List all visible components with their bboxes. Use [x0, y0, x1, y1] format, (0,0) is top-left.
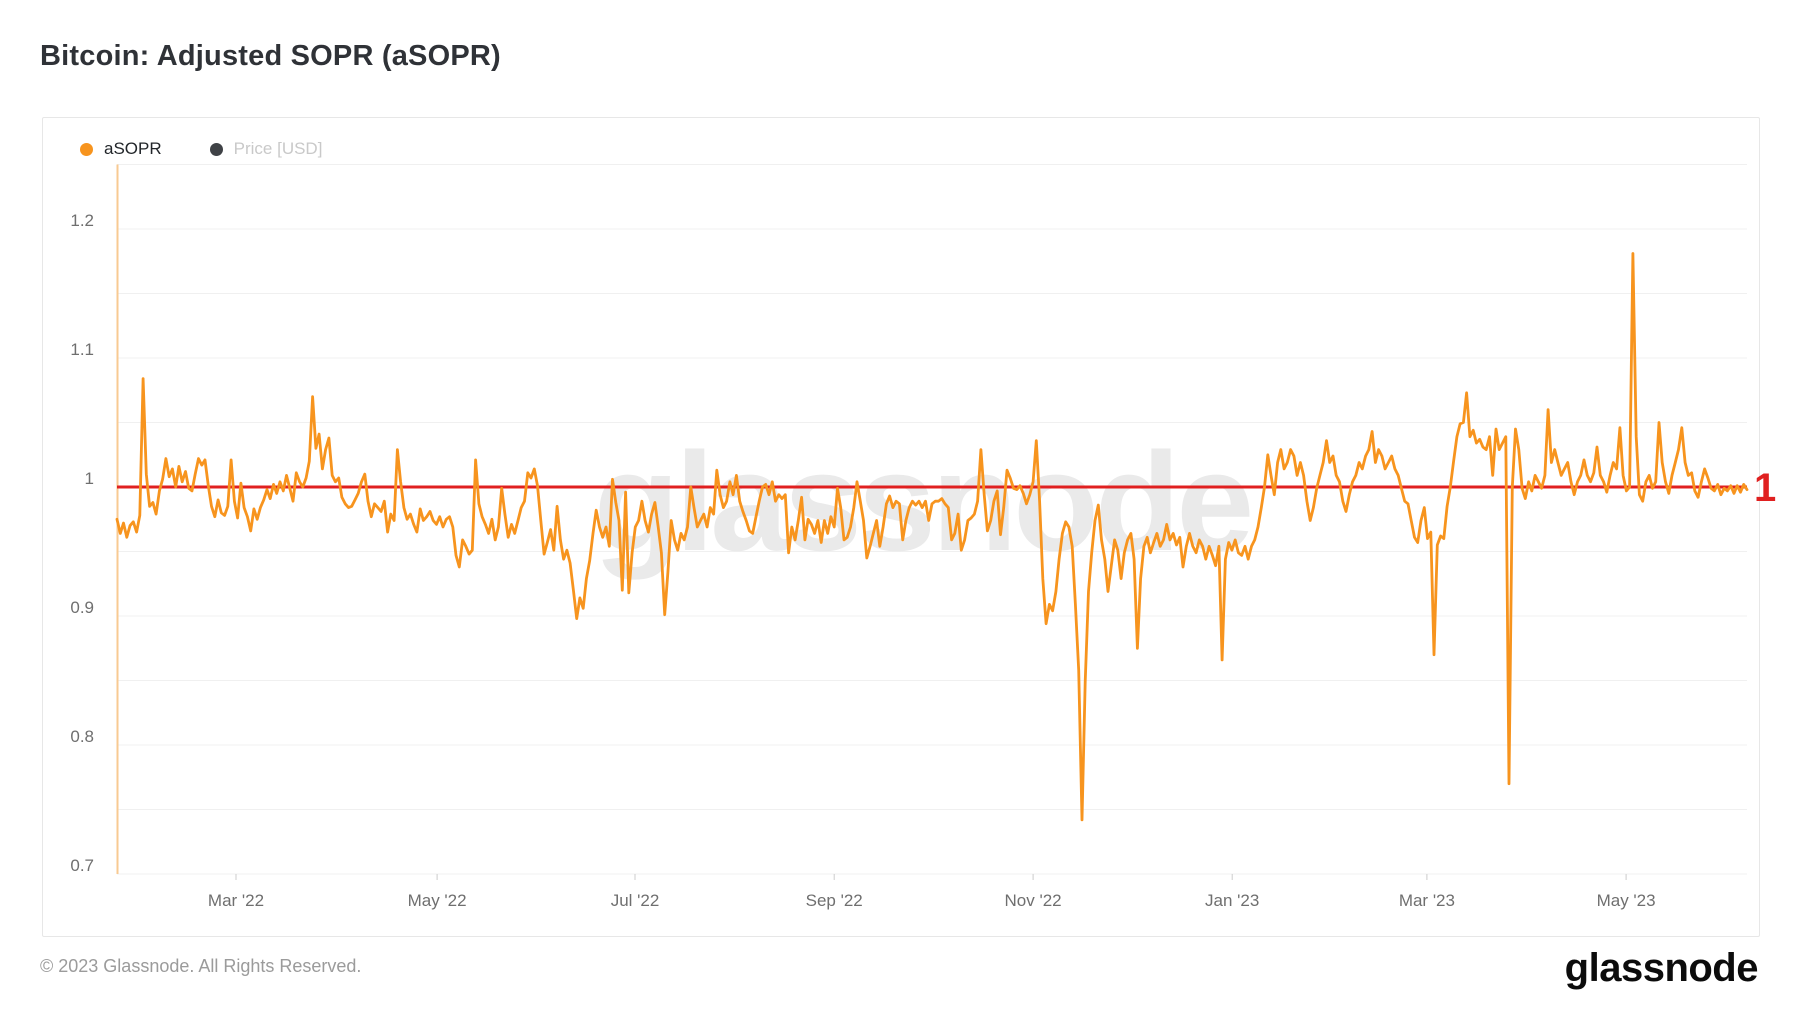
- y-axis-label: 0.9: [70, 598, 94, 617]
- chart-legend: aSOPR Price [USD]: [80, 139, 322, 159]
- legend-item-asopr[interactable]: aSOPR: [80, 139, 162, 159]
- x-axis-label: Mar '23: [1399, 891, 1455, 910]
- glassnode-logo: glassnode: [1564, 946, 1759, 990]
- copyright-text: © 2023 Glassnode. All Rights Reserved.: [40, 956, 362, 976]
- legend-item-price-usd[interactable]: Price [USD]: [209, 139, 323, 159]
- y-axis-label: 1.1: [70, 340, 94, 359]
- price-series-dot-icon: [209, 142, 223, 156]
- y-axis-label: 1: [85, 469, 94, 488]
- x-axis-label: May '23: [1597, 891, 1656, 910]
- x-axis-label: May '22: [408, 891, 467, 910]
- x-axis-label: Jan '23: [1205, 891, 1259, 910]
- legend-label-price-usd: Price [USD]: [233, 139, 323, 158]
- y-axis-label: 1.2: [70, 211, 94, 230]
- y-axis-label: 0.7: [70, 856, 94, 875]
- x-axis-label: Jul '22: [611, 891, 660, 910]
- y-axis-label: 0.8: [70, 727, 94, 746]
- baseline-label: 1: [1754, 466, 1776, 510]
- legend-label-asopr: aSOPR: [104, 139, 162, 158]
- asopr-series-dot-icon: [80, 142, 93, 156]
- x-axis-label: Sep '22: [806, 891, 863, 910]
- asopr-series-line: [115, 252, 1749, 822]
- x-axis-label: Nov '22: [1005, 891, 1062, 910]
- page-title: Bitcoin: Adjusted SOPR (aSOPR): [40, 40, 501, 72]
- x-axis-label: Mar '22: [208, 891, 264, 910]
